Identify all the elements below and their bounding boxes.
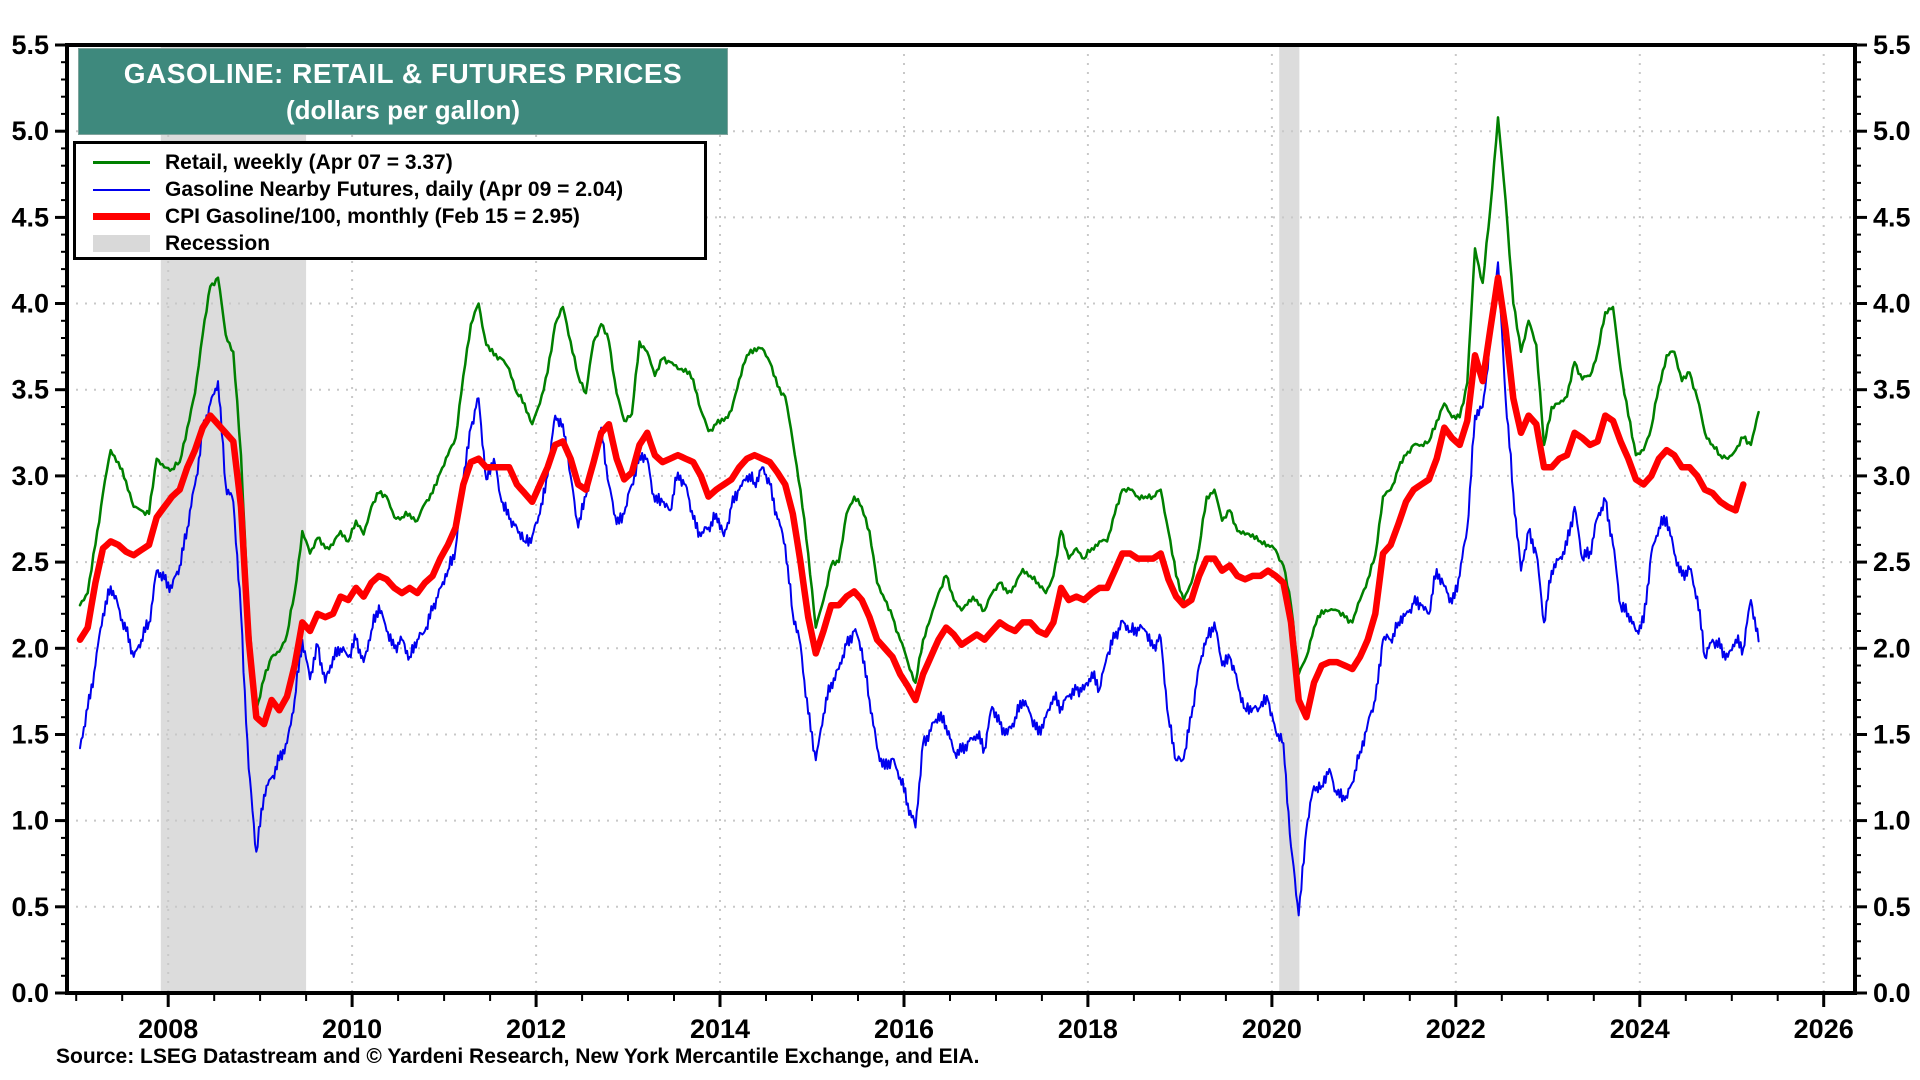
y-tick-label-right: 3.0 bbox=[1873, 461, 1911, 491]
legend-label: Gasoline Nearby Futures, daily (Apr 09 =… bbox=[165, 177, 624, 201]
x-axis-labels: 2008 2010 2012 2014 2016 2018 2020 2022 2024 2026 bbox=[138, 1014, 1854, 1044]
y-tick-label-right: 0.5 bbox=[1873, 892, 1911, 922]
y-tick-label-right: 2.5 bbox=[1873, 547, 1911, 577]
y-axis-ticks bbox=[55, 43, 1867, 995]
legend-item-1: Retail, weekly (Apr 07 = 3.37) bbox=[93, 149, 704, 176]
legend-box: Retail, weekly (Apr 07 = 3.37) Gasoline N… bbox=[73, 141, 707, 260]
frame bbox=[65, 43, 1857, 995]
y-tick-label-right: 4.0 bbox=[1873, 289, 1911, 319]
y-tick-label-right: 0.0 bbox=[1873, 978, 1911, 1008]
y-tick-label-right: 3.5 bbox=[1873, 375, 1911, 405]
x-tick-label: 2008 bbox=[138, 1014, 198, 1044]
x-tick-label: 2024 bbox=[1610, 1014, 1670, 1044]
y-tick-label-right: 4.5 bbox=[1873, 202, 1911, 232]
y-tick-label-right: 1.5 bbox=[1873, 720, 1911, 750]
recession-band bbox=[1279, 45, 1300, 993]
legend-label: Retail, weekly (Apr 07 = 3.37) bbox=[165, 150, 453, 174]
y-tick-label-left: 3.5 bbox=[11, 375, 49, 405]
y-tick-label-right: 5.5 bbox=[1873, 30, 1911, 60]
y-tick-label-right: 5.0 bbox=[1873, 116, 1911, 146]
chart-title-box: GASOLINE: RETAIL & FUTURES PRICES (dolla… bbox=[78, 48, 728, 135]
y-tick-label-left: 0.0 bbox=[11, 978, 49, 1008]
x-tick-label: 2022 bbox=[1426, 1014, 1486, 1044]
legend-recession-swatch-icon bbox=[93, 235, 150, 252]
data-series bbox=[76, 116, 1760, 917]
x-tick-label: 2014 bbox=[690, 1014, 750, 1044]
x-axis-ticks bbox=[75, 993, 1826, 1007]
y-tick-label-left: 3.0 bbox=[11, 461, 49, 491]
x-tick-label: 2012 bbox=[506, 1014, 566, 1044]
x-tick-label: 2018 bbox=[1058, 1014, 1118, 1044]
y-tick-label-right: 1.0 bbox=[1873, 806, 1911, 836]
x-tick-label: 2020 bbox=[1242, 1014, 1302, 1044]
legend-label: CPI Gasoline/100, monthly (Feb 15 = 2.95… bbox=[165, 204, 580, 228]
y-tick-label-left: 5.0 bbox=[11, 116, 49, 146]
x-tick-label: 2026 bbox=[1794, 1014, 1854, 1044]
chart-title: GASOLINE: RETAIL & FUTURES PRICES bbox=[123, 58, 683, 89]
y-tick-label-left: 2.0 bbox=[11, 633, 49, 663]
legend-item-2: Gasoline Nearby Futures, daily (Apr 09 =… bbox=[93, 176, 704, 203]
y-tick-label-left: 1.5 bbox=[11, 720, 49, 750]
series-cpi-line bbox=[76, 274, 1747, 728]
y-tick-label-left: 4.0 bbox=[11, 289, 49, 319]
y-tick-label-left: 1.0 bbox=[11, 806, 49, 836]
y-axis-labels: 0.0 0.0 0.5 0.5 1.0 1.0 1.5 1.5 2.0 2.0 2.5 2.5 3.0 3… bbox=[11, 30, 1910, 1008]
x-tick-label: 2016 bbox=[874, 1014, 934, 1044]
y-tick-label-left: 0.5 bbox=[11, 892, 49, 922]
y-tick-label-left: 5.5 bbox=[11, 30, 49, 60]
y-tick-label-left: 2.5 bbox=[11, 547, 49, 577]
source-text: Source: LSEG Datastream and © Yardeni Re… bbox=[56, 1045, 980, 1068]
series-retail-line bbox=[78, 116, 1760, 712]
chart-subtitle: (dollars per gallon) bbox=[285, 95, 521, 125]
legend-line-swatch-icon bbox=[93, 161, 150, 164]
legend-line-swatch-icon bbox=[93, 188, 150, 191]
legend-item-4: Recession bbox=[93, 230, 704, 257]
plot-frame bbox=[65, 43, 1857, 995]
legend-item-3: CPI Gasoline/100, monthly (Feb 15 = 2.95… bbox=[93, 203, 704, 230]
legend-line-swatch-icon bbox=[93, 213, 150, 220]
y-tick-label-right: 2.0 bbox=[1873, 633, 1911, 663]
x-tick-label: 2010 bbox=[322, 1014, 382, 1044]
legend-label: Recession bbox=[165, 231, 271, 255]
series-futures-line bbox=[79, 261, 1760, 917]
y-tick-label-left: 4.5 bbox=[11, 202, 49, 232]
